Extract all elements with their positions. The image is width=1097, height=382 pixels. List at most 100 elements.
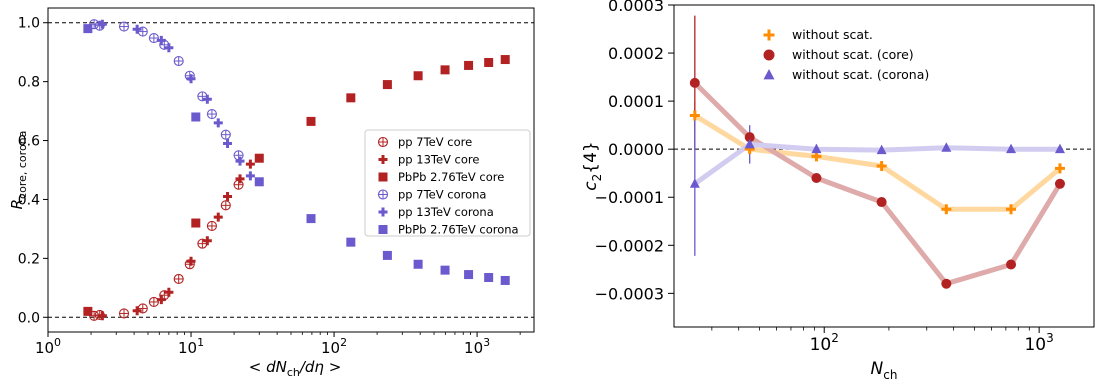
left-point-s4-6 [213,118,223,128]
left-point-s2-7 [440,65,450,75]
left-point-s3-10 [220,129,231,140]
left-y-tick-label-4: 0.8 [18,75,40,91]
left-legend-box [364,129,531,237]
left-y-tick-label-0: 0.0 [18,310,40,326]
right-y-tick-label-3: 0.0000 [608,140,664,159]
left-legend-marker-0 [377,136,389,148]
left-data-marks [83,19,510,321]
left-point-s1-5 [202,236,212,246]
left-point-s0-6 [173,273,184,285]
right-x-tick-label-0: 102 [810,331,839,355]
right-point-s0-4 [941,204,952,215]
right-point-s0-0 [689,110,700,121]
right-y-ticks: 0.0003 0.0002 0.0001 0.0000 −0.0001 −0.0002 −0… [595,0,674,303]
left-point-s5-7 [440,265,450,275]
left-point-s1-9 [245,159,255,169]
left-point-s4-8 [235,156,245,166]
right-point-s1-5 [1006,259,1017,270]
left-point-s1-2 [156,295,166,305]
right-point-s2-4 [941,142,952,152]
left-point-s2-4 [346,93,356,103]
left-point-s3-9 [206,108,217,120]
right-legend-marker-0 [763,29,775,41]
left-x-tick-label-3: 103 [464,336,490,357]
left-point-s1-1 [132,306,142,316]
right-series-lines [693,81,1063,287]
right-point-s1-1 [744,132,755,143]
left-point-s0-9 [206,220,217,232]
right-point-s0-5 [1006,204,1017,215]
right-point-s1-0 [689,77,700,88]
left-point-s5-4 [346,237,356,247]
left-point-s4-3 [164,43,174,53]
left-y-tick-label-1: 0.2 [18,251,40,267]
right-point-s0-1 [744,144,755,155]
left-y-ticks: 0.0 0.2 0.4 0.6 0.8 1.0 [18,16,48,326]
left-point-s2-3 [306,116,316,126]
left-point-s0-2 [118,308,130,319]
right-point-s2-2 [811,143,822,154]
right-legend-label-0: without scat. [792,27,873,42]
right-x-ticks: 102 103 [711,327,1054,355]
left-y-axis-label: Rcore, corona [8,131,29,210]
right-y-tick-label-2: 0.0001 [608,92,664,111]
right-series-line-1 [693,81,1063,287]
right-point-s2-6 [1054,143,1065,154]
left-legend-label-5: PbPb 2.76TeV corona [398,223,519,237]
left-legend-label-2: PbPb 2.76TeV core [398,170,504,184]
right-point-s1-2 [811,173,822,184]
left-legend-marker-5 [378,225,388,234]
left-point-s5-5 [382,250,392,260]
left-point-s2-10 [500,55,510,65]
left-point-s2-6 [413,71,423,81]
right-point-s0-3 [876,161,887,171]
left-legend-marker-4 [378,207,388,217]
right-legend-label-1: without scat. (core) [792,47,914,62]
right-y-tick-label-4: −0.0001 [595,188,664,207]
left-point-s2-8 [464,60,474,70]
left-y-tick-label-2: 0.4 [18,192,40,208]
left-point-s0-4 [148,296,159,308]
right-point-s2-0 [689,178,700,188]
left-point-s5-3 [306,214,316,224]
left-point-s2-1 [191,218,201,228]
right-chart: 102 103 0.0003 0.0002 0.0001 0.0000 −0.0001 −0… [581,0,1095,382]
left-point-s4-2 [156,35,166,45]
left-point-s1-7 [223,192,233,202]
right-legend-marker-2 [763,68,775,80]
left-point-s1-8 [235,174,245,184]
right-legend-marker-1 [763,49,775,61]
left-legend-marker-3 [377,189,389,200]
left-x-axis-label: < dNch/dη > [249,358,342,379]
right-y-tick-label-1: 0.0002 [608,44,664,63]
left-point-s5-9 [484,273,494,283]
left-legend-label-3: pp 7TeV corona [398,188,486,202]
left-point-s2-9 [484,57,494,67]
left-point-s1-6 [213,212,223,222]
right-plot-frame [673,4,1095,328]
left-point-s5-1 [191,112,201,122]
left-y-tick-label-3: 0.6 [18,134,40,150]
left-point-s5-8 [464,270,474,280]
left-point-s4-4 [186,74,196,84]
left-x-ticks: 100 101 102 103 [35,332,521,357]
left-point-s3-4 [148,32,159,44]
left-legend-label-0: pp 7TeV core [398,135,472,149]
right-y-tick-label-5: −0.0002 [595,236,664,255]
left-x-tick-label-1: 101 [178,336,204,357]
right-point-s0-2 [811,151,822,162]
left-point-s0-10 [220,200,231,211]
left-point-s1-3 [164,287,174,297]
right-x-tick-label-1: 103 [1024,331,1053,355]
left-legend-marker-1 [378,155,388,164]
left-legend-label-1: pp 13TeV core [398,153,479,167]
left-point-s1-0 [97,311,107,321]
right-y-tick-label-6: −0.0003 [595,284,664,303]
right-data-marks [689,15,1065,289]
left-point-s1-4 [186,256,196,266]
left-point-s5-0 [83,24,93,34]
left-x-tick-label-0: 100 [35,336,61,357]
left-point-s4-7 [223,138,233,148]
left-point-s4-5 [202,94,212,104]
